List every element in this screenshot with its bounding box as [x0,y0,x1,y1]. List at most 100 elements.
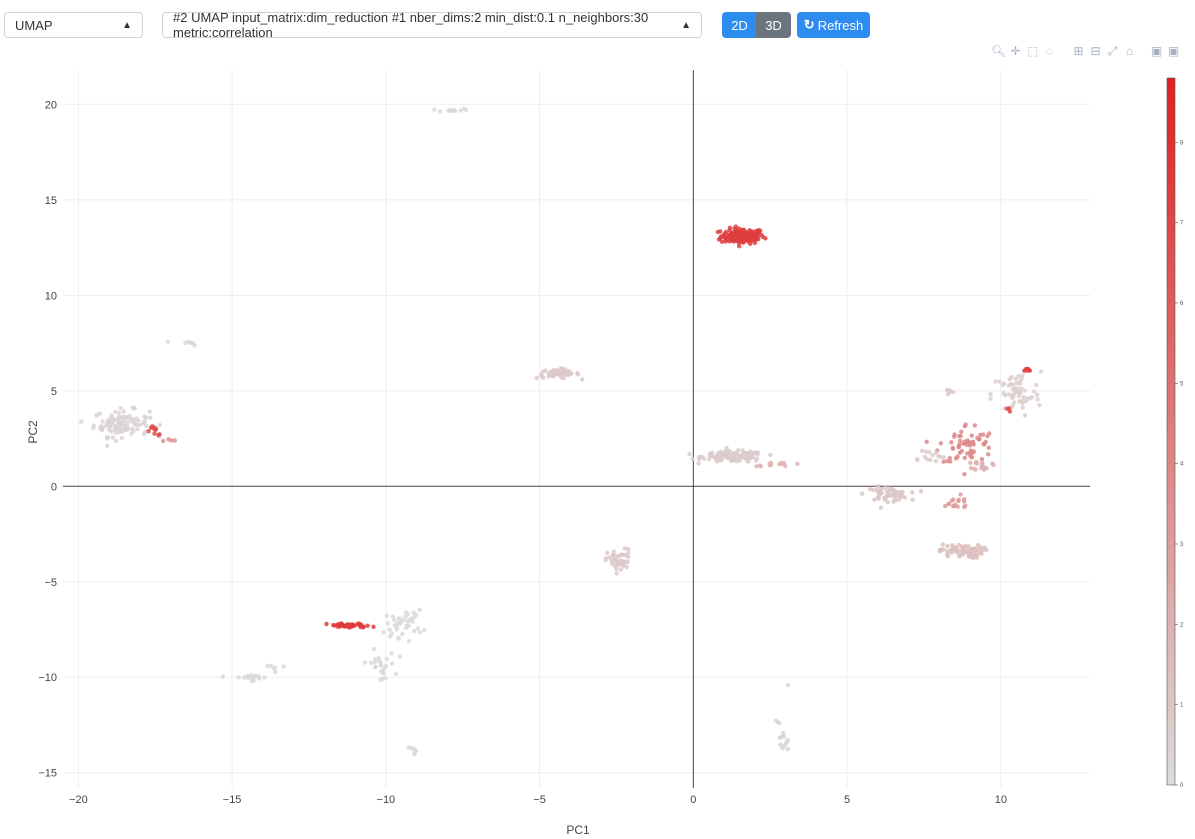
scatter-point [696,461,701,466]
y-tick-label: 10 [45,290,57,302]
colorbar-ticks: 0 1 2 3 4 5 6 7 8 [1175,140,1184,789]
scatter-point [1020,373,1025,378]
x-axis-title: PC1 [566,823,590,837]
scatter-point [961,441,966,446]
scatter-point [564,370,569,375]
scatter-point [95,412,100,417]
scatter-point [872,497,877,502]
scatter-point [538,372,544,378]
scatter-point [719,239,725,244]
scatter-point [714,455,719,460]
scatter-point [413,748,419,754]
scatter-point [779,462,784,467]
scatter-point [777,735,783,740]
colorbar-tick-label: 2 [1180,622,1184,628]
scatter-point [100,419,105,424]
scatter-point [965,451,970,456]
scatter-point [979,551,984,556]
scatter-point [273,669,278,674]
scatter-point [785,682,791,688]
scatter-point [941,455,947,460]
scatter-point [397,620,402,625]
view-3d-button[interactable]: 3D [756,12,791,38]
scatter-point [624,564,629,570]
scatter-point [892,495,897,501]
scatter-point [152,431,157,436]
scatter-point [923,449,929,454]
scatter-point [1006,392,1012,397]
method-select[interactable]: UMAP ▲︎ [4,12,143,38]
scatter-point [867,486,873,492]
camera-icon[interactable]: ▣ [1150,43,1163,58]
scatter-point [949,440,954,445]
scatter-point [540,369,546,374]
scatter-point [945,543,950,549]
scatter-point [959,448,965,454]
colorbar-gradient [1166,77,1176,786]
scatter-point [575,370,580,376]
refresh-button[interactable]: ↻ Refresh [797,12,870,38]
scatter-point [1022,368,1027,373]
scatter-point [411,628,417,634]
scatter-point [987,431,992,436]
view-2d-button[interactable]: 2D [722,12,757,38]
scatter-point [387,627,392,632]
scatter-point [795,461,800,467]
scatter-point [437,109,443,114]
scatter-point [955,504,960,509]
scatter-point [746,459,751,464]
run-select[interactable]: #2 UMAP input_matrix:dim_reduction #1 nb… [162,10,702,40]
scatter-point [982,545,987,550]
pan-icon[interactable]: ✛ [1010,43,1021,58]
scatter-point [990,461,995,466]
scatter-point [378,663,384,668]
scatter-point [980,462,985,467]
lasso-icon[interactable]: ◌ [1045,43,1054,58]
scatter-point [933,458,939,464]
scatter-point [376,656,381,661]
colorbar-tick-label: 4 [1180,462,1184,468]
autoscale-icon[interactable]: ⤢ [1107,43,1118,58]
scatter-point [411,610,416,615]
scatter-point [1035,397,1040,402]
scatter-point [105,443,110,449]
scatter-point [962,455,967,460]
colorbar-tick-label: 7 [1180,221,1184,227]
scatter-point [1016,373,1021,379]
scatter-point [124,415,129,420]
zoom-out-icon[interactable]: ⊟ [1090,43,1101,58]
refresh-icon: ↻ [803,17,815,32]
scatter-point [945,552,950,557]
camera-svg-icon[interactable]: ▣ [1167,43,1180,58]
zoom-icon[interactable]: 🔍︎ [990,43,1007,58]
scatter-point [557,371,562,376]
scatter-point [614,571,619,576]
scatter-point [415,626,420,631]
scatter-point [1035,392,1040,397]
scatter-point [977,437,982,442]
home-icon[interactable]: ⌂ [1125,43,1134,58]
scatter-point [957,438,963,443]
scatter-point [400,631,405,637]
scatter-point [727,455,732,461]
scatter-point [349,624,354,630]
zoom-in-icon[interactable]: ⊞ [1073,43,1084,58]
scatter-point [389,651,394,656]
scatter-point [877,491,882,496]
scatter-point [620,552,625,557]
sort-caret-icon: ▲︎ [681,19,691,31]
scatter-point [147,409,152,414]
scatter-point [396,616,402,621]
scatter-point [973,467,978,472]
scatter-point [750,455,755,460]
scatter-point [754,464,759,469]
box-select-icon[interactable]: ⬚ [1026,43,1039,58]
scatter-point [958,492,963,497]
scatter-point [974,461,980,466]
scatter-point [91,423,97,428]
scatter-point [965,438,970,443]
scatter-point [143,415,149,420]
scatter-point [970,552,976,557]
scatter-point [943,503,948,509]
